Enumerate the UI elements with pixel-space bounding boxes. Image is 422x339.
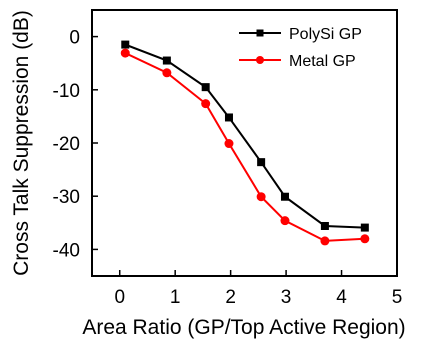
data-point — [121, 40, 130, 49]
data-point — [256, 192, 266, 202]
series-polysi-gp — [121, 40, 369, 232]
x-tick-label: 0 — [114, 287, 125, 308]
y-tick-label: -20 — [53, 134, 80, 155]
data-point — [320, 221, 329, 230]
legend-label-metal: Metal GP — [289, 53, 356, 70]
y-tick-label: -30 — [53, 187, 80, 208]
x-tick-label: 5 — [392, 287, 403, 308]
data-point — [201, 83, 210, 92]
x-tick-label: 3 — [281, 287, 292, 308]
data-point — [280, 216, 290, 226]
data-point — [320, 236, 330, 246]
x-axis-label: Area Ratio (GP/Top Active Region) — [82, 316, 405, 339]
legend-marker-metal — [256, 56, 264, 64]
data-point — [224, 139, 234, 149]
data-point — [162, 68, 172, 78]
x-tick-label: 1 — [170, 287, 181, 308]
data-point — [224, 113, 233, 122]
data-point — [360, 223, 369, 232]
data-point — [280, 192, 289, 201]
x-tick-label: 2 — [225, 287, 236, 308]
x-tick-label: 4 — [336, 287, 347, 308]
y-tick-label: 0 — [69, 28, 80, 49]
data-point — [162, 56, 171, 65]
data-point — [201, 99, 211, 109]
y-axis-label: Cross Talk Suppression (dB) — [10, 10, 33, 276]
legend-marker-polysi — [256, 29, 264, 37]
y-tick-label: -10 — [53, 81, 80, 102]
ticks: 0 1 2 3 4 5 0 -10 -20 -30 -40 — [53, 28, 403, 308]
series-layer — [120, 40, 370, 246]
y-tick-label: -40 — [53, 240, 80, 261]
series-line — [124, 52, 365, 242]
data-point — [120, 48, 130, 58]
series-line — [124, 43, 365, 229]
legend: PolySi GP Metal GP — [239, 26, 362, 70]
data-point — [257, 158, 266, 167]
legend-label-polysi: PolySi GP — [289, 26, 362, 43]
data-point — [360, 234, 370, 244]
series-metal-gp — [120, 48, 370, 246]
